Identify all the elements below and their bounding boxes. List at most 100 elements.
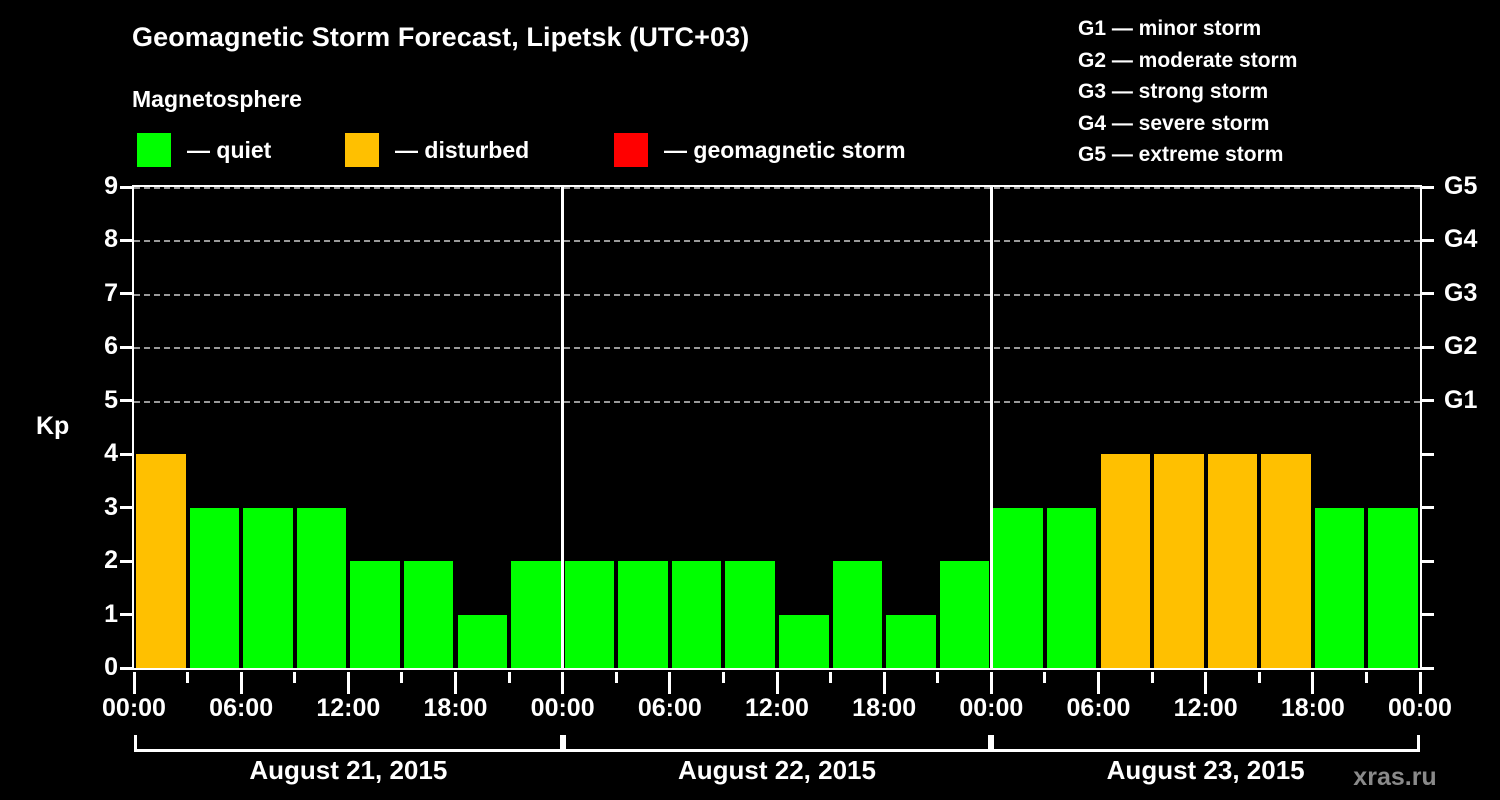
bar[interactable] (189, 507, 240, 668)
x-tick-major (239, 672, 243, 694)
watermark: xras.ru (1353, 763, 1437, 791)
legend-label-quiet: — quiet (187, 136, 272, 163)
x-tick-label: 12:00 (745, 694, 809, 722)
bar[interactable] (993, 507, 1043, 668)
bar[interactable] (1368, 507, 1418, 668)
x-tick-minor (1257, 672, 1261, 683)
bar[interactable] (779, 614, 829, 668)
x-tick-label: 18:00 (1280, 694, 1345, 722)
bar[interactable] (296, 507, 347, 668)
y-tick-mark-7 (120, 292, 132, 296)
g-tick-label-G4: G4 (1444, 225, 1478, 254)
date-label-1: August 21, 2015 (249, 755, 448, 785)
y-tick-mark-5 (120, 399, 132, 403)
date-label-3: August 23, 2015 (1106, 755, 1305, 785)
x-tick-major (882, 672, 886, 694)
bar[interactable] (350, 561, 400, 668)
x-tick-minor (186, 672, 190, 683)
day-separator-2 (989, 187, 993, 668)
x-tick-label: 12:00 (316, 694, 381, 722)
y-tick-label-5: 5 (104, 385, 118, 414)
x-tick-label: 06:00 (209, 694, 274, 722)
y-tick-label-0: 0 (104, 653, 118, 681)
g-axis-minor-tick-kp-1 (1422, 613, 1434, 617)
bar[interactable] (1046, 507, 1097, 668)
g-scale-line-g2: G2 — moderate storm (1078, 48, 1298, 72)
bar[interactable] (832, 561, 883, 668)
bar[interactable] (564, 561, 615, 668)
x-tick-minor (1043, 672, 1047, 683)
x-tick-major (346, 672, 350, 694)
y-tick-label-9: 9 (104, 172, 118, 200)
g-scale-legend: G1 — minor storm G2 — moderate storm G3 … (1078, 13, 1488, 171)
bar[interactable] (1261, 454, 1311, 668)
bar[interactable] (886, 614, 936, 668)
x-tick-major (989, 672, 993, 694)
legend-swatch-storm-icon (614, 133, 648, 167)
g-tick-label-G3: G3 (1444, 278, 1478, 307)
x-tick-label: 00:00 (102, 694, 166, 722)
bar[interactable] (1154, 454, 1204, 668)
day-separator-1 (561, 187, 565, 668)
g-tick-label-G1: G1 (1444, 385, 1478, 414)
bar[interactable] (618, 561, 668, 668)
bar[interactable] (511, 561, 561, 668)
y-tick-label-6: 6 (104, 332, 118, 361)
bar[interactable] (457, 614, 508, 668)
x-tick-minor (614, 672, 618, 683)
g-tick-label-G2: G2 (1444, 332, 1478, 361)
bar[interactable] (1207, 454, 1258, 668)
y-tick-label-4: 4 (104, 439, 118, 468)
x-tick-minor (721, 672, 725, 683)
x-tick-minor (1150, 672, 1154, 683)
bar[interactable] (403, 561, 454, 668)
x-tick-minor (293, 672, 297, 683)
x-tick-major (132, 672, 136, 694)
bar[interactable] (1314, 507, 1365, 668)
y-tick-mark-8 (120, 238, 132, 242)
bar[interactable] (136, 454, 186, 668)
g-scale-line-g1: G1 — minor storm (1078, 17, 1262, 40)
date-label-2: August 22, 2015 (677, 755, 876, 785)
bar[interactable] (671, 561, 722, 668)
x-tick-label: 18:00 (423, 694, 488, 722)
legend-label-disturbed: — disturbed (395, 136, 530, 163)
x-tick-major (1311, 672, 1315, 694)
bar[interactable] (243, 507, 293, 668)
plot-area (132, 185, 1422, 670)
gridline-kp-7 (134, 293, 1420, 296)
page-title: Geomagnetic Storm Forecast, Lipetsk (UTC… (132, 22, 750, 52)
gridline-kp-9 (134, 187, 1420, 189)
g-axis-minor-tick-kp-2 (1422, 559, 1434, 563)
y-tick-mark-6 (120, 345, 132, 349)
x-tick-minor (936, 672, 940, 683)
x-tick-minor (829, 672, 833, 683)
legend-item-disturbed: — disturbed (345, 132, 529, 168)
x-tick-label: 00:00 (959, 694, 1024, 722)
g-scale-line-g3: G3 — strong storm (1078, 80, 1269, 103)
legend-swatch-quiet-icon (137, 133, 171, 167)
y-tick-mark-4 (120, 452, 132, 456)
x-tick-label: 06:00 (637, 694, 702, 722)
y-tick-label-1: 1 (104, 599, 118, 628)
date-bracket-2 (562, 735, 992, 752)
x-tick-minor (1364, 672, 1368, 683)
y-tick-label-7: 7 (104, 278, 118, 307)
gridline-kp-6 (134, 347, 1420, 350)
legend-item-geomagnetic-storm: — geomagnetic storm (614, 132, 906, 168)
bar[interactable] (939, 561, 990, 668)
x-tick-major (1097, 672, 1100, 694)
x-tick-label: 00:00 (1388, 694, 1452, 722)
g-tick-label-G5: G5 (1444, 172, 1478, 200)
y-tick-mark-1 (120, 613, 132, 617)
date-bracket-1 (134, 735, 563, 752)
bar[interactable] (725, 561, 775, 668)
bar[interactable] (1100, 454, 1151, 668)
g-axis-minor-tick-kp-3 (1422, 506, 1434, 510)
legend-label-geomagnetic-storm: — geomagnetic storm (664, 136, 906, 163)
x-tick-minor (507, 672, 511, 683)
g-tick-mark-G4 (1422, 238, 1434, 242)
x-tick-label: 06:00 (1066, 694, 1131, 722)
y-tick-mark-0 (120, 666, 132, 670)
